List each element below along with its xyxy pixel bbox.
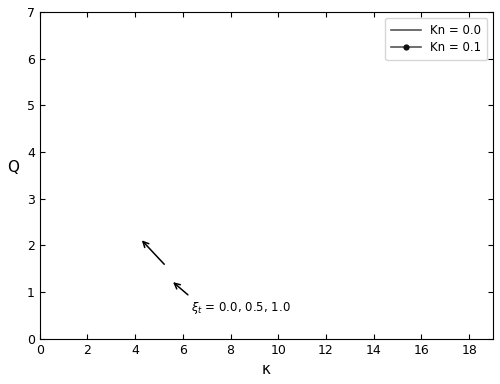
X-axis label: κ: κ bbox=[262, 362, 271, 377]
Y-axis label: Q: Q bbox=[7, 160, 19, 175]
Text: $\xi_t$ = 0.0, 0.5, 1.0: $\xi_t$ = 0.0, 0.5, 1.0 bbox=[191, 300, 291, 316]
Legend: Kn = 0.0, Kn = 0.1: Kn = 0.0, Kn = 0.1 bbox=[386, 18, 487, 60]
